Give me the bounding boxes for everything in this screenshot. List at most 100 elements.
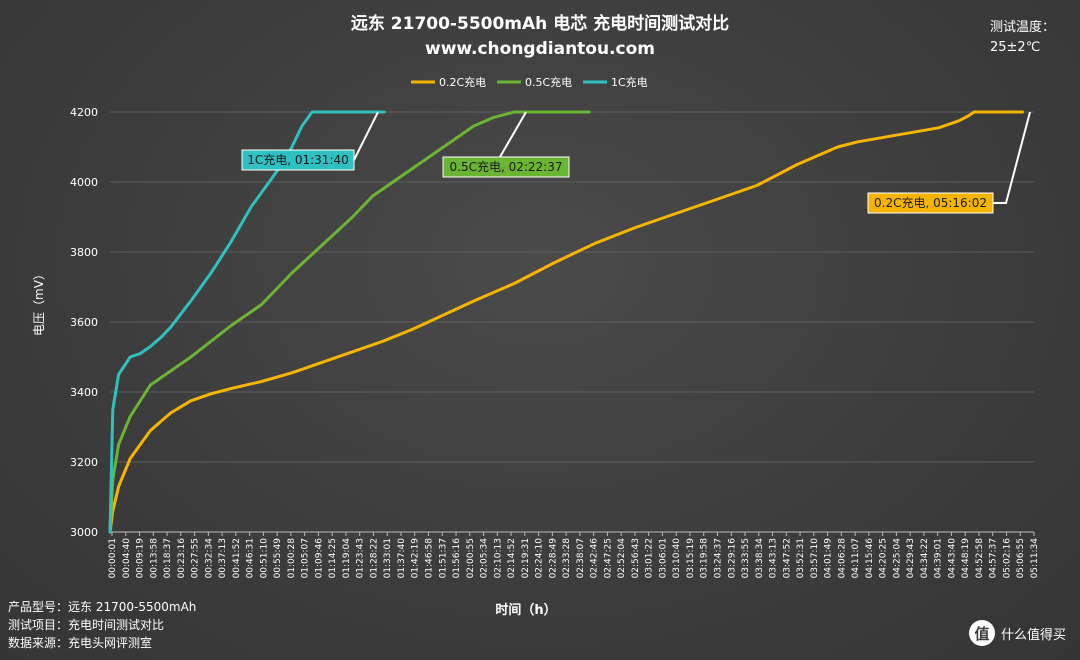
x-tick-label: 01:28:22: [369, 538, 379, 578]
x-tick-label: 00:51:10: [259, 538, 269, 579]
legend-entry: 0.2C充电: [439, 75, 486, 89]
x-tick-label: 01:19:04: [342, 538, 352, 579]
x-tick-label: 00:00:01: [108, 538, 118, 578]
x-tick-label: 03:10:40: [672, 538, 682, 579]
x-tick-label: 03:19:58: [700, 538, 710, 579]
chart-subtitle-url: www.chongdiantou.com: [425, 39, 655, 59]
x-tick-label: 01:56:16: [452, 538, 462, 579]
x-tick-label: 04:29:43: [906, 538, 916, 578]
test-temperature: 测试温度： 25±2℃: [990, 18, 1055, 58]
x-tick-label: 05:11:34: [1030, 538, 1040, 579]
x-tick-label: 01:46:58: [425, 538, 435, 579]
x-tick-label: 04:34:22: [920, 538, 930, 578]
x-tick-label: 04:11:07: [851, 538, 861, 578]
x-tick-label: 04:20:25: [879, 538, 889, 578]
annotation-box: [442, 156, 570, 178]
x-tick-label: 01:37:40: [397, 538, 407, 579]
x-tick-label: 01:09:46: [314, 538, 324, 579]
x-tick-label: 00:09:19: [136, 538, 146, 579]
y-axis: 3000 3200 3400 3600 3800 4000 4200: [70, 106, 98, 539]
data-source-value: 充电头网评测室: [68, 636, 153, 650]
x-tick-label: 04:39:01: [934, 538, 944, 578]
x-tick-label: 04:01:49: [824, 538, 834, 579]
series-line: [108, 110, 591, 534]
x-axis: 00:00:01 00:04:40 00:09:19 00:13:58 00:18:37…: [108, 531, 1040, 579]
x-tick-label: 02:42:46: [590, 538, 600, 579]
series-line: [108, 110, 1024, 534]
x-tick-label: 02:00:55: [466, 538, 476, 578]
x-tick-label: 02:05:34: [480, 538, 490, 579]
x-tick-label: 03:01:22: [645, 538, 655, 578]
annotation-leader-line: [499, 111, 527, 158]
y-tick-label: 4000: [70, 176, 98, 189]
chart-title: 远东 21700-5500mAh 电芯 充电时间测试对比: [351, 13, 729, 34]
x-tick-label: 03:47:52: [782, 538, 792, 578]
test-item-label: 测试项目：: [8, 618, 69, 632]
y-tick-label: 3000: [70, 526, 98, 539]
x-tick-label: 00:41:52: [232, 538, 242, 578]
x-tick-label: 02:10:13: [493, 538, 503, 578]
footer-info: 产品型号：远东 21700-5500mAh 测试项目：充电时间测试对比 数据来源…: [8, 598, 196, 652]
logo-mark-icon: 值: [968, 620, 995, 646]
x-tick-label: 01:05:07: [301, 538, 311, 578]
y-axis-label: 电压（mV）: [32, 268, 46, 336]
x-tick-label: 02:14:52: [507, 538, 517, 578]
x-tick-label: 02:47:25: [603, 538, 613, 578]
x-tick-label: 03:29:16: [727, 538, 737, 579]
x-tick-label: 02:33:28: [562, 538, 572, 579]
smzdm-logo: 值 什么值得买: [968, 620, 1066, 646]
annotation-leader-line: [353, 111, 379, 161]
y-tick-label: 3400: [70, 386, 98, 399]
y-tick-label: 3600: [70, 316, 98, 329]
x-tick-label: 03:33:55: [741, 538, 751, 578]
annotation-label: 1C充电, 01:31:40: [247, 152, 349, 167]
x-tick-label: 02:52:04: [617, 538, 627, 579]
product-model-value: 远东 21700-5500mAh: [68, 600, 197, 614]
x-tick-label: 00:46:31: [246, 538, 256, 578]
x-tick-label: 02:38:07: [576, 538, 586, 578]
series-line: [108, 110, 386, 534]
x-tick-label: 00:27:55: [191, 538, 201, 578]
x-tick-label: 04:15:46: [865, 538, 875, 579]
legend-entry: 1C充电: [611, 75, 648, 89]
x-tick-label: 01:51:37: [438, 538, 448, 578]
x-tick-label: 00:55:49: [273, 538, 283, 579]
test-item-value: 充电时间测试对比: [68, 618, 165, 632]
x-tick-label: 03:43:13: [769, 538, 779, 578]
annotations: 0.2C充电, 05:16:02 0.5C充电, 02:22:37 1C充电, 01…: [241, 111, 1031, 214]
product-model-line: 产品型号：远东 21700-5500mAh: [8, 598, 196, 616]
plot-area: [108, 110, 1024, 534]
y-tick-label: 3800: [70, 246, 98, 259]
temperature-label: 测试温度：: [990, 20, 1056, 35]
x-tick-label: 04:06:28: [837, 538, 847, 579]
x-tick-label: 04:25:04: [892, 538, 902, 579]
legend: 0.2C充电 0.5C充电 1C充电: [411, 75, 648, 89]
x-tick-label: 04:48:19: [961, 538, 971, 579]
annotation-box: [867, 192, 994, 214]
x-tick-label: 03:52:31: [796, 538, 806, 578]
x-tick-label: 00:23:16: [177, 538, 187, 579]
x-tick-label: 02:19:31: [521, 538, 531, 578]
x-tick-label: 01:33:01: [383, 538, 393, 578]
x-tick-label: 04:43:40: [947, 538, 957, 579]
annotation-label: 0.2C充电, 05:16:02: [874, 195, 987, 210]
product-model-label: 产品型号：: [8, 600, 69, 614]
x-tick-label: 01:00:28: [287, 538, 297, 579]
annotation-label: 0.5C充电, 02:22:37: [450, 159, 563, 174]
y-tick-label: 3200: [70, 456, 98, 469]
x-tick-label: 03:57:10: [810, 538, 820, 579]
x-tick-label: 00:13:58: [149, 538, 159, 579]
x-tick-label: 00:18:37: [163, 538, 173, 578]
x-tick-label: 03:38:34: [755, 538, 765, 579]
test-item-line: 测试项目：充电时间测试对比: [8, 616, 196, 634]
temperature-value: 25±2℃: [990, 40, 1041, 55]
x-tick-label: 04:52:58: [975, 538, 985, 579]
x-tick-label: 05:02:16: [1002, 538, 1012, 579]
legend-entry: 0.5C充电: [525, 75, 572, 89]
x-tick-label: 05:06:55: [1016, 538, 1026, 578]
x-tick-label: 04:57:37: [989, 538, 999, 578]
x-tick-label: 02:24:10: [535, 538, 545, 579]
data-source-line: 数据来源：充电头网评测室: [8, 634, 196, 652]
annotation-box: [241, 149, 355, 171]
